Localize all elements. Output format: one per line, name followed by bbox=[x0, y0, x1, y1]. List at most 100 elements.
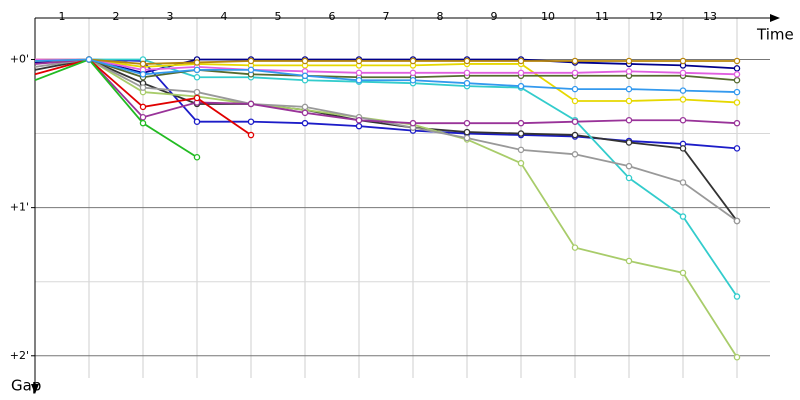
data-point bbox=[193, 118, 201, 125]
data-point bbox=[733, 71, 741, 78]
data-point bbox=[517, 159, 525, 167]
data-point bbox=[679, 87, 687, 94]
data-point bbox=[679, 116, 687, 124]
data-point bbox=[85, 56, 93, 63]
data-point bbox=[625, 97, 633, 105]
x-tick-label: 9 bbox=[491, 10, 498, 23]
data-point bbox=[517, 130, 525, 137]
data-point bbox=[625, 57, 633, 65]
data-point bbox=[409, 76, 417, 84]
data-point bbox=[463, 79, 471, 87]
data-point bbox=[571, 97, 579, 105]
y-tick-label: +0' bbox=[10, 52, 29, 65]
data-point bbox=[679, 145, 687, 152]
data-point bbox=[679, 179, 687, 186]
series-line bbox=[35, 58, 738, 76]
data-point bbox=[571, 69, 579, 77]
data-point bbox=[625, 257, 633, 265]
data-point bbox=[679, 269, 687, 277]
data-point bbox=[733, 145, 741, 152]
data-point bbox=[247, 131, 255, 139]
series-line bbox=[34, 58, 738, 150]
x-tick-label: 7 bbox=[383, 10, 390, 23]
data-point bbox=[517, 146, 525, 154]
data-point bbox=[625, 174, 633, 182]
data-point bbox=[355, 69, 363, 77]
x-tick-label: 5 bbox=[275, 10, 282, 23]
series-line bbox=[34, 58, 737, 65]
data-point bbox=[139, 60, 147, 68]
data-point bbox=[733, 293, 741, 300]
y-tick-label: +2' bbox=[10, 349, 29, 362]
data-point bbox=[247, 100, 255, 108]
data-point bbox=[409, 69, 417, 77]
data-point bbox=[679, 69, 687, 77]
data-point bbox=[733, 217, 741, 225]
data-point bbox=[571, 118, 579, 125]
data-point bbox=[463, 57, 471, 65]
x-axis-title: Time bbox=[756, 26, 794, 44]
data-point bbox=[517, 119, 525, 127]
data-point bbox=[355, 116, 363, 124]
data-point bbox=[193, 154, 201, 161]
data-point bbox=[247, 57, 255, 65]
data-point bbox=[571, 151, 579, 158]
series-line bbox=[35, 58, 738, 298]
y-axis-arrow bbox=[31, 384, 39, 394]
data-point bbox=[193, 74, 201, 81]
data-point bbox=[625, 85, 633, 93]
data-point bbox=[625, 139, 633, 146]
data-point bbox=[625, 68, 633, 75]
data-point bbox=[193, 59, 201, 66]
data-point bbox=[517, 57, 525, 65]
x-tick-label: 11 bbox=[595, 10, 609, 23]
series-line bbox=[34, 58, 738, 82]
x-tick-label: 4 bbox=[221, 10, 228, 23]
data-point bbox=[733, 119, 741, 127]
data-point bbox=[301, 103, 309, 111]
data-point bbox=[139, 84, 147, 91]
data-point bbox=[733, 88, 741, 96]
data-point bbox=[679, 57, 687, 65]
x-tick-label: 12 bbox=[649, 10, 663, 23]
series-line bbox=[34, 58, 738, 125]
data-point bbox=[409, 119, 417, 127]
data-point bbox=[463, 128, 471, 136]
series-line bbox=[34, 58, 738, 93]
series-line bbox=[34, 58, 198, 159]
data-point bbox=[301, 119, 309, 127]
data-point bbox=[733, 57, 741, 65]
x-tick-label: 2 bbox=[113, 10, 120, 23]
data-point bbox=[139, 119, 147, 127]
data-point bbox=[301, 109, 309, 117]
x-tick-label: 3 bbox=[167, 10, 174, 23]
data-point bbox=[571, 131, 579, 139]
y-tick-label: +1' bbox=[10, 201, 29, 214]
data-point bbox=[355, 76, 363, 84]
data-point bbox=[355, 57, 363, 65]
data-point bbox=[733, 99, 741, 106]
data-point bbox=[409, 57, 417, 65]
data-point bbox=[733, 354, 741, 361]
data-point bbox=[679, 213, 687, 220]
x-tick-label: 8 bbox=[437, 10, 444, 23]
data-point bbox=[193, 88, 201, 96]
x-tick-label: 13 bbox=[703, 10, 717, 23]
data-point bbox=[193, 66, 201, 74]
data-point bbox=[625, 116, 633, 124]
data-point bbox=[625, 162, 633, 170]
data-point bbox=[733, 65, 741, 72]
data-point bbox=[139, 71, 147, 78]
series-line bbox=[35, 58, 738, 104]
data-point bbox=[301, 72, 309, 80]
data-point bbox=[517, 82, 525, 90]
data-point bbox=[301, 57, 309, 65]
data-point bbox=[571, 85, 579, 93]
series-line bbox=[34, 58, 738, 222]
data-point bbox=[571, 57, 579, 65]
data-point bbox=[247, 66, 255, 74]
data-point bbox=[463, 119, 471, 127]
data-point bbox=[733, 76, 741, 84]
data-point bbox=[463, 69, 471, 77]
